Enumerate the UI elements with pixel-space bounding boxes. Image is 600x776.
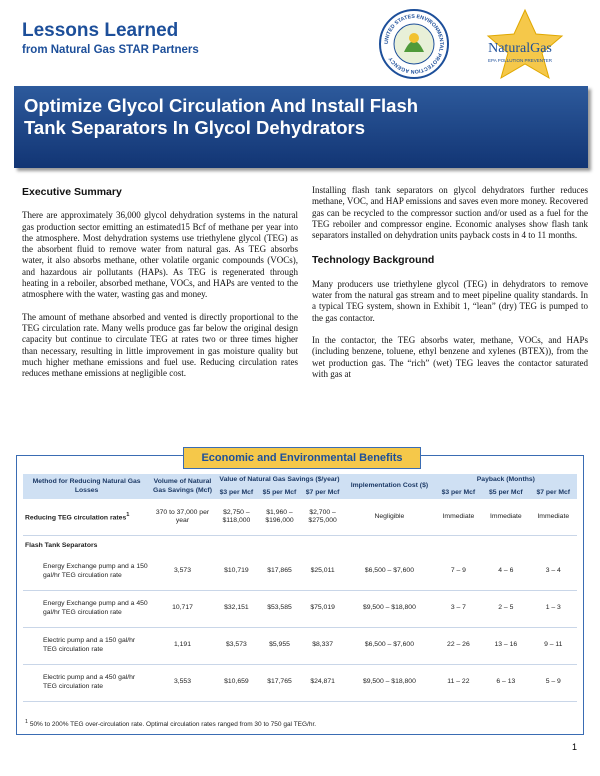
table-cell: 22 – 26 [434, 627, 483, 665]
epa-seal: UNITED STATES ENVIRONMENTAL PROTECTION A… [379, 9, 449, 79]
section-row: Flash Tank Separators [23, 536, 577, 554]
paragraph: Many producers use triethylene glycol (T… [312, 278, 588, 323]
benefits-box: Economic and Environmental Benefits Meth… [16, 447, 584, 735]
section-label: Flash Tank Separators [25, 542, 98, 549]
table-cell: 2 – 5 [482, 590, 530, 628]
table-cell: 4 – 6 [482, 553, 530, 591]
star-logo-tagline: EPA POLLUTION PREVENTER [488, 58, 553, 63]
method-cell: Electric pump and a 450 gal/hr TEG circu… [23, 664, 151, 702]
method-cell: Energy Exchange pump and a 450 gal/hr TE… [23, 590, 151, 628]
method-text: Electric pump and a 450 gal/hr TEG circu… [43, 674, 136, 690]
header-cell: $5 per Mcf [257, 486, 302, 499]
table-cell: 10,717 [150, 590, 215, 628]
table-cell: $17,765 [257, 664, 302, 702]
seal-sun [409, 33, 419, 43]
table-cell: $2,750 – $118,000 [214, 499, 258, 536]
table-cell: 1,191 [150, 627, 215, 665]
header-title: Lessons Learned [22, 20, 179, 41]
method-cell: Reducing TEG circulation rates1 [23, 499, 151, 536]
table-cell: 7 – 9 [434, 553, 483, 591]
table-cell: $10,719 [214, 553, 258, 591]
table-cell: $9,500 – $18,800 [344, 590, 435, 628]
table-cell: 3 – 4 [529, 553, 577, 591]
table-row: Electric pump and a 450 gal/hr TEG circu… [23, 664, 577, 702]
table-cell: 1 – 3 [529, 590, 577, 628]
table-cell: $1,960 – $196,000 [257, 499, 302, 536]
header-subtitle: from Natural Gas STAR Partners [22, 44, 199, 56]
table-cell: 9 – 11 [529, 627, 577, 665]
method-text: Energy Exchange pump and a 450 gal/hr TE… [43, 600, 148, 616]
method-cell: Energy Exchange pump and a 150 gal/hr TE… [23, 553, 151, 591]
table-row: Energy Exchange pump and a 150 gal/hr TE… [23, 553, 577, 591]
paragraph: There are approximately 36,000 glycol de… [22, 210, 298, 300]
page-number: 1 [572, 742, 578, 752]
table-cell: 5 – 9 [529, 664, 577, 702]
banner: Optimize Glycol Circulation And Install … [14, 86, 588, 168]
paragraph: In the contactor, the TEG absorbs water,… [312, 334, 588, 379]
table-row: Reducing TEG circulation rates1 370 to 37… [23, 499, 577, 536]
header-cell: $5 per Mcf [482, 486, 530, 499]
paragraph: The amount of methane absorbed and vente… [22, 311, 298, 379]
paragraph: Installing flash tank separators on glyc… [312, 185, 588, 241]
table-cell: $8,337 [301, 627, 345, 665]
table-cell: 3 – 7 [434, 590, 483, 628]
left-column: Executive Summary There are approximatel… [22, 186, 298, 390]
method-text: Reducing TEG circulation rates [25, 514, 127, 522]
table-cell: $9,500 – $18,800 [344, 664, 435, 702]
table-cell: 13 – 16 [482, 627, 530, 665]
header-cell: Volume of Natural Gas Savings (Mcf) [150, 474, 215, 499]
header-cell: $3 per Mcf [214, 486, 258, 499]
table-title: Economic and Environmental Benefits [183, 447, 421, 469]
table-cell: $32,151 [214, 590, 258, 628]
table-cell: 11 – 22 [434, 664, 483, 702]
table-row: Electric pump and a 150 gal/hr TEG circu… [23, 627, 577, 665]
table-cell: 3,573 [150, 553, 215, 591]
table-cell: $25,011 [301, 553, 345, 591]
benefits-table: Method for Reducing Natural Gas Losses V… [23, 474, 577, 702]
banner-title: Optimize Glycol Circulation And Install … [24, 95, 419, 138]
footnote-text: 50% to 200% TEG over-circulation rate. O… [29, 721, 317, 729]
header-cell: $7 per Mcf [529, 486, 577, 499]
table-cell: Immediate [482, 499, 530, 536]
method-cell: Electric pump and a 150 gal/hr TEG circu… [23, 627, 151, 665]
table-cell: Immediate [434, 499, 483, 536]
table-row: Energy Exchange pump and a 450 gal/hr TE… [23, 590, 577, 628]
table-cell: $6,500 – $7,600 [344, 627, 435, 665]
right-column: Installing flash tank separators on glyc… [312, 185, 588, 450]
star-logo: NaturalGas EPA POLLUTION PREVENTER [486, 8, 564, 80]
star-logo-name: NaturalGas [488, 41, 552, 56]
table-cell: $3,573 [214, 627, 258, 665]
table-cell: $5,955 [257, 627, 302, 665]
table-cell: $24,871 [301, 664, 345, 702]
seal-flower [404, 41, 424, 52]
header-cell: $7 per Mcf [301, 486, 345, 499]
table-cell: $2,700 – $275,000 [301, 499, 345, 536]
table-cell: 3,553 [150, 664, 215, 702]
star [486, 8, 564, 80]
table-cell: $6,500 – $7,600 [344, 553, 435, 591]
header-cell: Method for Reducing Natural Gas Losses [23, 474, 151, 499]
table-cell: Immediate [529, 499, 577, 536]
footnote: 1 50% to 200% TEG over-circulation rate.… [25, 719, 316, 728]
table-cell: $10,659 [214, 664, 258, 702]
header-cell: Implementation Cost ($) [344, 474, 435, 499]
footnote-marker: 1 [25, 719, 29, 725]
method-text: Energy Exchange pump and a 150 gal/hr TE… [43, 563, 148, 579]
method-text: Electric pump and a 150 gal/hr TEG circu… [43, 637, 136, 653]
table-cell: Negligible [344, 499, 435, 536]
header-cell: $3 per Mcf [434, 486, 483, 499]
header-cell: Payback (Months) [434, 474, 577, 487]
table-cell: 6 – 13 [482, 664, 530, 702]
section-heading: Technology Background [312, 254, 435, 267]
section-heading: Executive Summary [22, 186, 122, 198]
table-cell: $53,585 [257, 590, 302, 628]
header-cell: Value of Natural Gas Savings ($/year) [214, 474, 345, 487]
table-cell: $17,865 [257, 553, 302, 591]
table-cell: 370 to 37,000 per year [150, 499, 215, 536]
footnote-ref: 1 [126, 512, 130, 519]
table-cell: $75,019 [301, 590, 345, 628]
